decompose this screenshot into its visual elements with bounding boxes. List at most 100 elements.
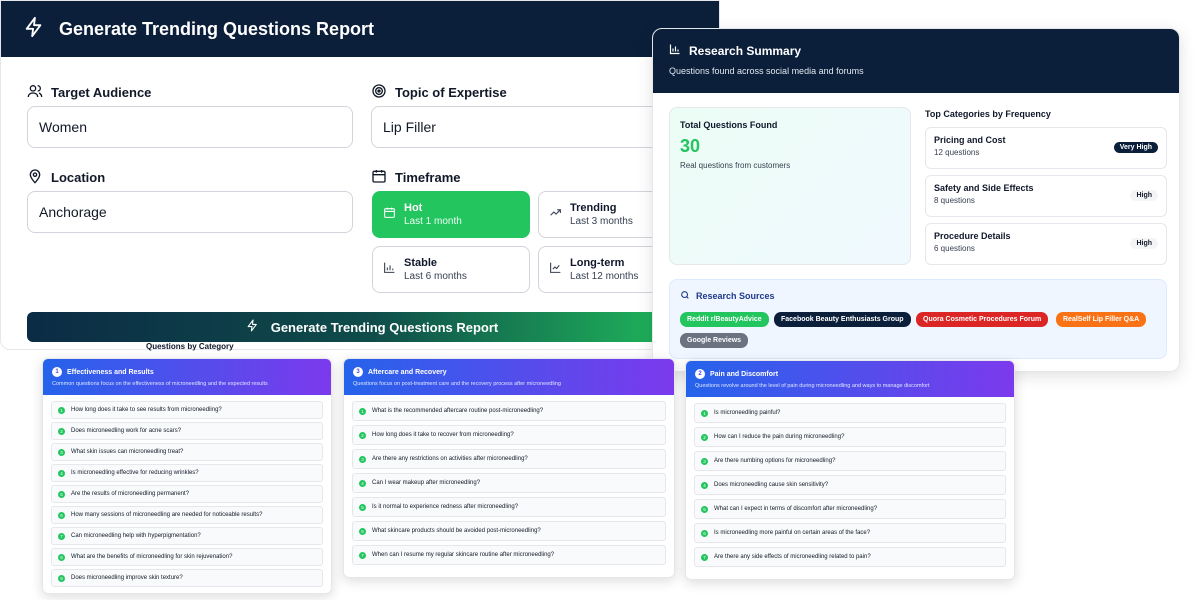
question-item[interactable]: 2 Does microneedling work for acne scars? bbox=[51, 422, 323, 440]
question-number: 6 bbox=[58, 511, 65, 519]
source-chip[interactable]: Reddit r/BeautyAdvice bbox=[680, 312, 769, 327]
research-summary-panel: Research Summary Questions found across … bbox=[652, 28, 1180, 372]
category-number: 3 bbox=[353, 367, 363, 377]
question-item[interactable]: 4 Can I wear makeup after microneedling? bbox=[352, 473, 666, 493]
users-icon bbox=[27, 83, 43, 102]
question-text: What is the recommended aftercare routin… bbox=[372, 408, 544, 414]
question-item[interactable]: 7 When can I resume my regular skincare r… bbox=[352, 545, 666, 565]
question-text: Does microneedling improve skin texture? bbox=[71, 575, 183, 581]
category-description: Common questions focus on the effectiven… bbox=[52, 381, 268, 387]
question-panel-header: 2 Pain and Discomfort Questions revolve ar… bbox=[686, 361, 1014, 397]
question-number: 4 bbox=[701, 481, 708, 489]
question-number: 6 bbox=[701, 529, 708, 537]
question-item[interactable]: 1 Is microneedling painful? bbox=[694, 403, 1006, 423]
source-chip[interactable]: Google Reviews bbox=[680, 333, 749, 348]
source-chip[interactable]: Quora Cosmetic Procedures Forum bbox=[916, 312, 1049, 327]
category-card-safety: Safety and Side Effects 8 questions High bbox=[925, 175, 1167, 217]
form-title: Generate Trending Questions Report bbox=[59, 18, 375, 39]
summary-header: Research Summary Questions found across … bbox=[653, 29, 1179, 93]
question-number: 5 bbox=[58, 490, 65, 498]
target-audience-input[interactable]: Women bbox=[27, 106, 353, 148]
question-text: How long does it take to see results fro… bbox=[71, 407, 222, 413]
question-item[interactable]: 4 Does microneedling cause skin sensitivi… bbox=[694, 475, 1006, 495]
question-item[interactable]: 3 What skin issues can microneedling trea… bbox=[51, 443, 323, 461]
category-title: Effectiveness and Results bbox=[67, 368, 154, 376]
question-text: When can I resume my regular skincare ro… bbox=[372, 552, 555, 558]
top-categories-title: Top Categories by Frequency bbox=[925, 109, 1051, 119]
question-list: 1 How long does it take to see results fr… bbox=[43, 395, 331, 593]
question-item[interactable]: 3 Are there numbing options for microneed… bbox=[694, 451, 1006, 471]
question-item[interactable]: 4 Is microneedling effective for reducing… bbox=[51, 464, 323, 482]
research-sources-card: Research Sources Reddit r/BeautyAdvice F… bbox=[669, 279, 1167, 359]
question-text: What are the benefits of microneedling f… bbox=[71, 554, 233, 560]
question-item[interactable]: 5 Is it normal to experience redness afte… bbox=[352, 497, 666, 517]
question-number: 4 bbox=[359, 479, 366, 487]
question-item[interactable]: 6 Is microneedling more painful on certai… bbox=[694, 523, 1006, 543]
total-questions-card: Total Questions Found 30 Real questions … bbox=[669, 107, 911, 265]
question-text: Are the results of microneedling permane… bbox=[71, 491, 190, 497]
question-number: 2 bbox=[359, 431, 366, 439]
question-text: Is microneedling more painful on certain… bbox=[714, 530, 871, 536]
source-chip[interactable]: RealSelf Lip Filler Q&A bbox=[1056, 312, 1147, 327]
generate-report-button[interactable]: Generate Trending Questions Report bbox=[27, 312, 717, 342]
question-text: Is it normal to experience redness after… bbox=[372, 504, 519, 510]
question-text: Does microneedling work for acne scars? bbox=[71, 428, 182, 434]
question-item[interactable]: 8 What are the benefits of microneedling … bbox=[51, 548, 323, 566]
timeframe-option-stable[interactable]: Stable Last 6 months bbox=[372, 246, 530, 293]
question-number: 1 bbox=[58, 406, 65, 414]
question-number: 5 bbox=[359, 503, 366, 511]
question-text: Can I wear makeup after microneedling? bbox=[372, 480, 481, 486]
question-item[interactable]: 7 Are there any side effects of microneed… bbox=[694, 547, 1006, 567]
question-item[interactable]: 2 How long does it take to recover from m… bbox=[352, 425, 666, 445]
questions-by-category-title: Questions by Category bbox=[146, 342, 234, 351]
question-item[interactable]: 3 Are there any restrictions on activitie… bbox=[352, 449, 666, 469]
topic-label: Topic of Expertise bbox=[371, 83, 507, 102]
location-input[interactable]: Anchorage bbox=[27, 191, 353, 233]
question-number: 5 bbox=[701, 505, 708, 513]
calendar-icon bbox=[383, 206, 396, 224]
question-list: 1 Is microneedling painful? 2 How can I red… bbox=[686, 397, 1014, 577]
question-panel-header: 3 Aftercare and Recovery Questions focus o… bbox=[344, 359, 674, 395]
search-icon bbox=[680, 290, 690, 302]
question-panel-header: 1 Effectiveness and Results Common questio… bbox=[43, 359, 331, 395]
question-item[interactable]: 6 What skincare products should be avoide… bbox=[352, 521, 666, 541]
question-text: What skin issues can microneedling treat… bbox=[71, 449, 184, 455]
topic-input[interactable]: Lip Filler bbox=[371, 106, 701, 148]
question-text: Is microneedling effective for reducing … bbox=[71, 470, 199, 476]
target-icon bbox=[371, 83, 387, 102]
question-item[interactable]: 1 What is the recommended aftercare routi… bbox=[352, 401, 666, 421]
question-text: Can microneedling help with hyperpigment… bbox=[71, 533, 201, 539]
question-panel-pain: 2 Pain and Discomfort Questions revolve ar… bbox=[685, 360, 1015, 580]
source-chip[interactable]: Facebook Beauty Enthusiasts Group bbox=[774, 312, 911, 327]
line-chart-icon bbox=[549, 261, 562, 279]
question-text: Are there any restrictions on activities… bbox=[372, 456, 528, 462]
research-sources-title: Research Sources bbox=[696, 291, 775, 301]
timeframe-label: Timeframe bbox=[371, 168, 461, 187]
question-item[interactable]: 5 What can I expect in terms of discomfor… bbox=[694, 499, 1006, 519]
question-number: 7 bbox=[58, 532, 65, 540]
question-item[interactable]: 1 How long does it take to see results fr… bbox=[51, 401, 323, 419]
question-number: 8 bbox=[58, 553, 65, 561]
category-title: Aftercare and Recovery bbox=[368, 368, 447, 376]
summary-title: Research Summary bbox=[689, 43, 802, 58]
total-questions-label: Total Questions Found bbox=[680, 120, 778, 130]
question-item[interactable]: 5 Are the results of microneedling perman… bbox=[51, 485, 323, 503]
question-item[interactable]: 7 Can microneedling help with hyperpigmen… bbox=[51, 527, 323, 545]
bar-chart-icon bbox=[383, 261, 396, 279]
question-number: 3 bbox=[701, 457, 708, 465]
timeframe-option-hot[interactable]: Hot Last 1 month bbox=[372, 191, 530, 238]
map-pin-icon bbox=[27, 168, 43, 187]
frequency-badge: High bbox=[1130, 238, 1158, 249]
question-number: 1 bbox=[359, 407, 366, 415]
target-audience-label: Target Audience bbox=[27, 83, 151, 102]
generate-report-label: Generate Trending Questions Report bbox=[270, 319, 499, 335]
question-number: 6 bbox=[359, 527, 366, 535]
category-number: 1 bbox=[52, 367, 62, 377]
question-panel-aftercare: 3 Aftercare and Recovery Questions focus o… bbox=[343, 358, 675, 578]
question-item[interactable]: 2 How can I reduce the pain during micron… bbox=[694, 427, 1006, 447]
frequency-badge: Very High bbox=[1113, 142, 1158, 153]
question-item[interactable]: 6 How many sessions of microneedling are … bbox=[51, 506, 323, 524]
question-item[interactable]: 9 Does microneedling improve skin texture… bbox=[51, 569, 323, 587]
question-number: 9 bbox=[58, 574, 65, 582]
form-header: Generate Trending Questions Report bbox=[1, 1, 719, 57]
